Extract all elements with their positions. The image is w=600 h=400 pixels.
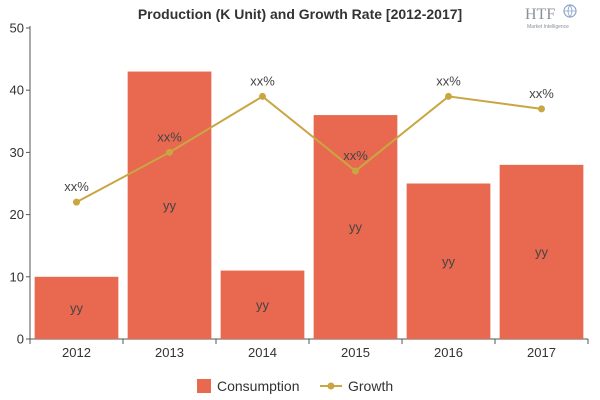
bar xyxy=(406,183,491,339)
x-tick-label: 2017 xyxy=(527,345,556,360)
y-tick-label: 10 xyxy=(10,269,24,284)
line-data-label: xx% xyxy=(436,73,461,88)
line-data-label: xx% xyxy=(529,86,554,101)
y-tick-label: 0 xyxy=(17,332,24,347)
bar-series xyxy=(34,71,584,339)
line-data-label: xx% xyxy=(157,129,182,144)
bar-data-label: yy xyxy=(256,297,270,312)
bar-data-label: yy xyxy=(70,300,84,315)
x-tick-label: 2012 xyxy=(62,345,91,360)
chart-title: Production (K Unit) and Growth Rate [201… xyxy=(138,6,462,22)
bar-data-label: yy xyxy=(535,244,549,259)
bar-labels: yy yy yy yy yy yy xyxy=(70,198,549,316)
axes: 0 10 20 30 40 50 2012 2013 2014 2015 2016 2017 xyxy=(10,21,589,360)
x-tick-label: 2016 xyxy=(434,345,463,360)
line-point xyxy=(538,105,545,113)
legend-swatch-consumption xyxy=(197,379,211,393)
y-tick-label: 50 xyxy=(10,21,24,36)
line-labels: xx% xx% xx% xx% xx% xx% xyxy=(64,73,554,194)
bar xyxy=(313,115,398,339)
x-tick-label: 2013 xyxy=(155,345,184,360)
line-data-label: xx% xyxy=(343,148,368,163)
bar-data-label: yy xyxy=(349,220,363,235)
x-tick-label: 2015 xyxy=(341,345,370,360)
legend-label-consumption: Consumption xyxy=(217,378,300,394)
line-point xyxy=(73,198,80,206)
legend-marker-growth xyxy=(327,382,335,390)
line-point xyxy=(166,148,173,156)
line-series xyxy=(73,92,545,206)
line-point xyxy=(259,92,266,100)
globe-meridian xyxy=(564,4,576,18)
legend-label-growth: Growth xyxy=(348,378,393,394)
y-tick-label: 30 xyxy=(10,145,24,160)
bar-data-label: yy xyxy=(442,254,456,269)
bar xyxy=(499,164,584,339)
bar xyxy=(220,270,305,339)
growth-line xyxy=(76,95,542,204)
brand-tagline: Market Intelligence xyxy=(527,24,569,30)
bar xyxy=(127,71,212,339)
line-point xyxy=(445,92,452,100)
line-data-label: xx% xyxy=(64,179,89,194)
brand-logo: HTF Market Intelligence xyxy=(525,4,577,30)
brand-logo-text: HTF xyxy=(525,6,555,23)
legend: Consumption Growth xyxy=(197,378,393,394)
line-data-label: xx% xyxy=(250,73,275,88)
x-tick-label: 2014 xyxy=(248,345,277,360)
bar xyxy=(34,276,119,339)
y-tick-label: 20 xyxy=(10,207,24,222)
y-tick-label: 40 xyxy=(10,83,24,98)
line-point xyxy=(352,167,359,175)
bar-data-label: yy xyxy=(163,198,177,213)
